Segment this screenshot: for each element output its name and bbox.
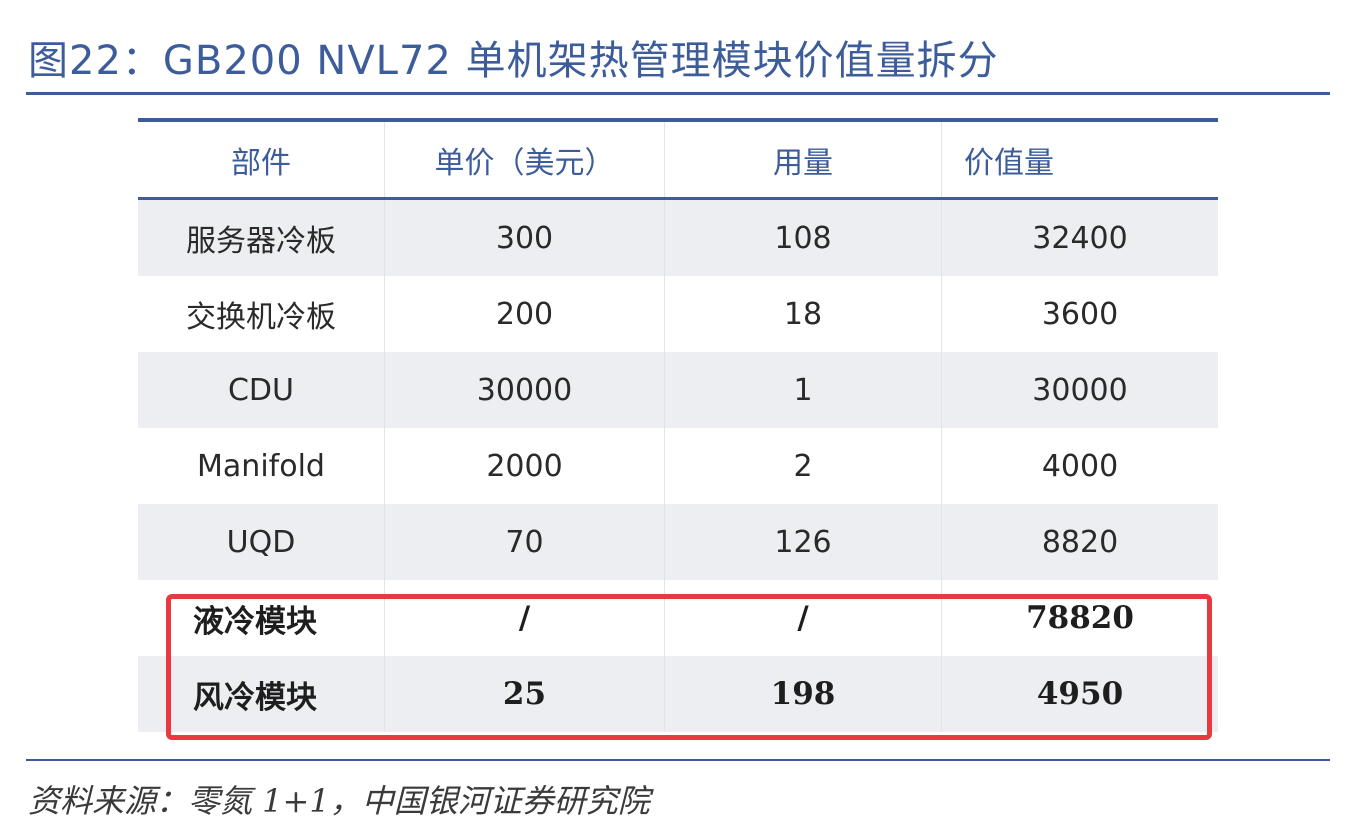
table-row: 服务器冷板 300 108 32400 — [138, 200, 1218, 276]
figure-title: 图22：GB200 NVL72 单机架热管理模块价值量拆分 — [28, 38, 999, 84]
header-value: 价值量 — [964, 145, 1054, 181]
valuation-table: 部件 单价（美元） 用量 价值量 服务器冷板 300 108 32400 交换机… — [138, 118, 1218, 732]
cell-quantity: 108 — [665, 200, 942, 276]
cell-value: 3600 — [1041, 296, 1119, 332]
cell-component: 液冷模块 — [138, 580, 385, 656]
cell-component: 服务器冷板 — [138, 200, 385, 276]
table-row-liquid-cooling-total: 液冷模块 / / 78820 — [138, 580, 1218, 656]
cell-quantity: / — [665, 580, 942, 656]
source-divider — [26, 759, 1330, 761]
source-note: 资料来源：零氮 1+1，中国银河证券研究院 — [28, 782, 650, 820]
cell-unit-price: / — [385, 580, 665, 656]
table-row: 交换机冷板 200 18 3600 — [138, 276, 1218, 352]
cell-value: 30000 — [1032, 372, 1128, 408]
cell-value: 8820 — [1041, 524, 1119, 560]
cell-component: 交换机冷板 — [138, 276, 385, 352]
table-row-air-cooling: 风冷模块 25 198 4950 — [138, 656, 1218, 732]
header-divider — [138, 197, 1218, 200]
cell-quantity: 18 — [665, 276, 942, 352]
cell-unit-price: 300 — [385, 200, 665, 276]
cell-value: 4950 — [1036, 676, 1124, 712]
cell-quantity: 126 — [665, 504, 942, 580]
table-row: Manifold 2000 2 4000 — [138, 428, 1218, 504]
cell-value: 4000 — [1041, 448, 1119, 484]
cell-value: 32400 — [1032, 220, 1128, 256]
cell-unit-price: 25 — [385, 656, 665, 732]
table-top-border — [138, 118, 1218, 122]
cell-component: UQD — [138, 504, 385, 580]
header-quantity: 用量 — [665, 122, 942, 197]
table-row: CDU 30000 1 30000 — [138, 352, 1218, 428]
cell-component: CDU — [138, 352, 385, 428]
cell-component: 风冷模块 — [138, 656, 385, 732]
header-component: 部件 — [138, 122, 385, 197]
cell-component: Manifold — [138, 428, 385, 504]
cell-quantity: 2 — [665, 428, 942, 504]
header-unit-price: 单价（美元） — [385, 122, 665, 197]
cell-value: 78820 — [1026, 600, 1134, 636]
title-divider — [26, 92, 1330, 95]
table-header-row: 部件 单价（美元） 用量 价值量 — [138, 122, 1218, 197]
cell-unit-price: 2000 — [385, 428, 665, 504]
cell-unit-price: 70 — [385, 504, 665, 580]
cell-unit-price: 200 — [385, 276, 665, 352]
cell-unit-price: 30000 — [385, 352, 665, 428]
cell-quantity: 1 — [665, 352, 942, 428]
cell-quantity: 198 — [665, 656, 942, 732]
table-row: UQD 70 126 8820 — [138, 504, 1218, 580]
